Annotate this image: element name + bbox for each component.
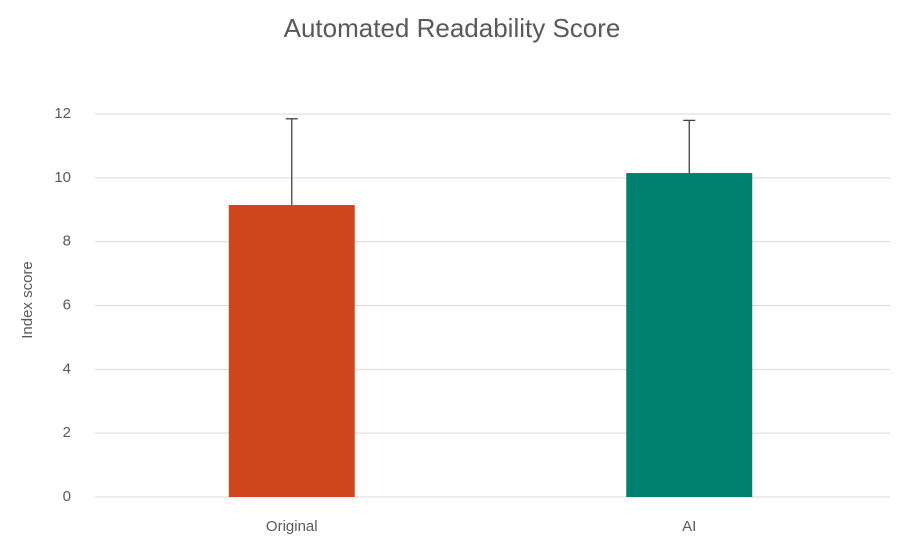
- y-tick-label: 6: [63, 296, 71, 313]
- y-tick-label: 0: [63, 488, 71, 505]
- bar: [626, 173, 753, 497]
- y-tick-label: 4: [63, 360, 71, 377]
- y-tick-label: 2: [63, 424, 71, 441]
- x-tick-label: Original: [266, 518, 318, 535]
- x-tick-label: AI: [682, 518, 696, 535]
- bar: [228, 204, 355, 497]
- y-tick-label: 10: [54, 169, 71, 186]
- y-tick-label: 12: [54, 105, 71, 122]
- y-tick-label: 8: [63, 233, 71, 250]
- y-axis-label: Index score: [19, 261, 36, 339]
- chart-title: Automated Readability Score: [284, 13, 621, 43]
